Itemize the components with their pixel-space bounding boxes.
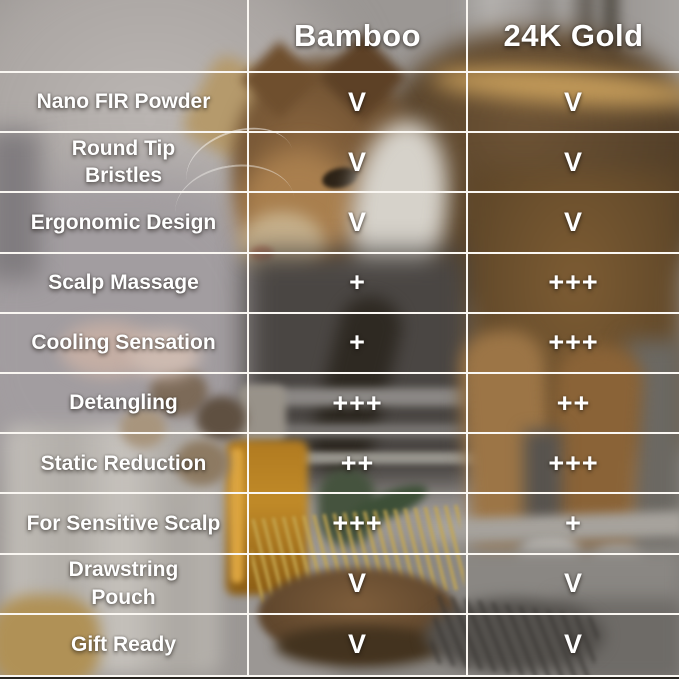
bamboo-value: V bbox=[347, 86, 367, 117]
feature-label: Static Reduction bbox=[40, 451, 207, 475]
bamboo-value: V bbox=[347, 146, 367, 177]
bamboo-value: V bbox=[347, 568, 367, 599]
gold-value: V bbox=[563, 206, 583, 237]
feature-label-cell: Ergonomic Design bbox=[0, 193, 247, 254]
header-empty-cell bbox=[0, 0, 247, 73]
bamboo-value-cell: V bbox=[247, 73, 466, 134]
feature-label-cell: Cooling Sensation bbox=[0, 314, 247, 374]
bamboo-value-cell: V bbox=[247, 554, 466, 615]
bamboo-value: ++ bbox=[340, 447, 375, 478]
bottle-highlight-shape bbox=[231, 448, 243, 583]
feature-label-cell: Static Reduction bbox=[0, 434, 247, 495]
gold-value-cell: V bbox=[466, 193, 679, 254]
bamboo-value-cell: +++ bbox=[247, 374, 466, 435]
dried-flower-shape bbox=[175, 440, 229, 486]
header-24k-gold: 24K Gold bbox=[466, 0, 679, 73]
gold-value: + bbox=[565, 507, 582, 538]
bamboo-value-cell: + bbox=[247, 253, 466, 314]
brush-rim-shape bbox=[275, 625, 445, 667]
gold-value-cell: V bbox=[466, 133, 679, 194]
wall-shadow-shape bbox=[0, 130, 40, 280]
feature-label-cell: Scalp Massage bbox=[0, 254, 247, 314]
bamboo-value: +++ bbox=[332, 387, 383, 418]
feature-label: Detangling bbox=[69, 391, 178, 415]
gold-value: +++ bbox=[548, 447, 599, 478]
bamboo-value: + bbox=[349, 267, 366, 298]
feature-label: Nano FIR Powder bbox=[36, 90, 211, 114]
feature-label-cell: For Sensitive Scalp bbox=[0, 494, 247, 555]
gold-ornament-shape bbox=[0, 595, 100, 679]
gold-value: V bbox=[563, 86, 583, 117]
feature-label: Ergonomic Design bbox=[30, 210, 217, 234]
bamboo-value-cell: V bbox=[247, 133, 466, 194]
feature-label: Cooling Sensation bbox=[31, 331, 216, 355]
gold-value-cell: + bbox=[466, 494, 679, 555]
bamboo-value-cell: V bbox=[247, 614, 466, 675]
feature-label-cell: Gift Ready bbox=[0, 615, 247, 675]
bamboo-value: +++ bbox=[332, 507, 383, 538]
gold-value: +++ bbox=[548, 267, 599, 298]
gold-value: +++ bbox=[548, 327, 599, 358]
petal-shape bbox=[130, 330, 200, 378]
feature-label: Scalp Massage bbox=[48, 271, 199, 295]
gold-value: V bbox=[563, 146, 583, 177]
gold-value-cell: +++ bbox=[466, 434, 679, 495]
gold-value-cell: V bbox=[466, 554, 679, 615]
gold-column-title: 24K Gold bbox=[503, 17, 644, 53]
window-bar-shape bbox=[245, 388, 470, 406]
gold-value-cell: +++ bbox=[466, 253, 679, 314]
bamboo-value: + bbox=[349, 327, 366, 358]
bamboo-column-title: Bamboo bbox=[294, 17, 421, 53]
feature-label-cell: Detangling bbox=[0, 374, 247, 435]
gold-value: ++ bbox=[556, 387, 591, 418]
bamboo-value-cell: V bbox=[247, 193, 466, 254]
feature-label-cell: Round Tip Bristles bbox=[0, 133, 247, 194]
bamboo-value: V bbox=[347, 206, 367, 237]
feature-label: Drawstring Pouch bbox=[68, 558, 179, 609]
dried-flower-shape bbox=[120, 408, 166, 448]
gold-value-cell: +++ bbox=[466, 313, 679, 374]
feature-label: Round Tip Bristles bbox=[71, 136, 176, 188]
bamboo-value: V bbox=[347, 629, 367, 660]
bamboo-value-cell: ++ bbox=[247, 434, 466, 495]
gold-value: V bbox=[563, 629, 583, 660]
window-bar-shape bbox=[295, 452, 480, 464]
gold-value: V bbox=[563, 568, 583, 599]
bamboo-value-cell: +++ bbox=[247, 494, 466, 555]
gold-value-cell: ++ bbox=[466, 374, 679, 435]
gold-value-cell: V bbox=[466, 614, 679, 675]
gold-value-cell: V bbox=[466, 73, 679, 134]
feature-label-cell: Drawstring Pouch bbox=[0, 555, 247, 615]
feature-label-cell: Nano FIR Powder bbox=[0, 73, 247, 134]
feature-label: For Sensitive Scalp bbox=[26, 511, 221, 535]
bottom-dark-strip bbox=[0, 675, 679, 679]
feature-label: Gift Ready bbox=[70, 633, 177, 657]
bamboo-value-cell: + bbox=[247, 313, 466, 374]
header-bamboo: Bamboo bbox=[247, 0, 466, 73]
